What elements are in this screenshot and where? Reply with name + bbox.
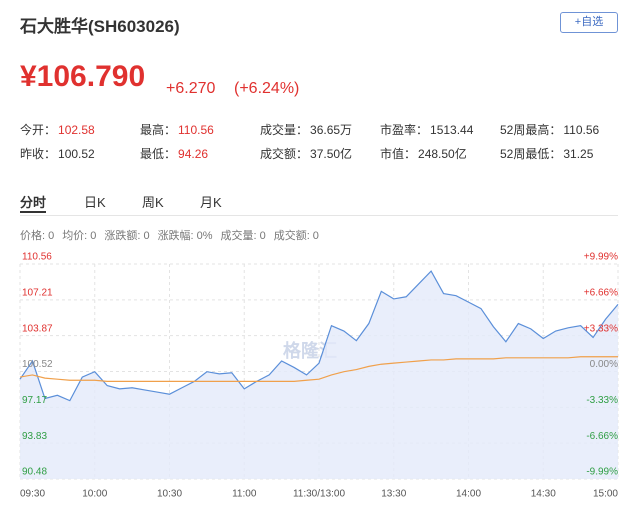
stat-value: 36.65万 [310, 123, 353, 137]
stat-label: 昨收： [20, 147, 57, 161]
y2-tick-label: 0.00% [590, 359, 618, 370]
stat-label: 成交额： [260, 147, 309, 161]
stat: 成交额： 37.50亿 [260, 145, 352, 162]
stat: 52周最低： 31.25 [500, 145, 593, 162]
price: ¥106.790 [20, 60, 146, 93]
stat-label: 市盈率： [380, 123, 429, 137]
stat: 今开： 102.58 [20, 121, 95, 138]
y-tick-label: 107.21 [22, 288, 53, 299]
y-tick-label: 103.87 [22, 323, 53, 334]
price-line [19, 356, 618, 382]
stat: 市盈率： 1513.44 [380, 121, 473, 138]
stat-value: 100.52 [58, 147, 95, 161]
stat-value: 31.25 [563, 147, 594, 161]
tab[interactable]: 分时 [20, 195, 47, 210]
tab[interactable]: 周K [142, 195, 164, 210]
y-tick-label: 90.48 [22, 467, 47, 478]
info-value: 0 [48, 230, 55, 242]
stat-value: 248.50亿 [418, 147, 467, 161]
tab[interactable]: 月K [200, 195, 222, 210]
stat-label: 最高： [140, 123, 177, 137]
info-label: 成交量: [220, 230, 257, 242]
stat: 成交量： 36.65万 [260, 121, 352, 138]
stat: 52周最高： 110.56 [500, 121, 599, 138]
x-tick-label: 11:00 [232, 489, 257, 500]
price-line [19, 270, 619, 402]
x-tick-label: 13:30 [381, 489, 406, 500]
watch-button[interactable]: +自选 [560, 12, 618, 33]
y-tick-label: 110.56 [22, 252, 52, 263]
stat-value: 1513.44 [430, 123, 474, 137]
info-label: 成交额: [273, 230, 310, 242]
x-tick-label: 15:00 [593, 489, 618, 500]
y-tick-label: 100.52 [22, 359, 53, 370]
info-row: 价格: 0 均价: 0 涨跌额: 0 涨跌幅: 0% 成交量: 0 成交额: 0 [20, 227, 327, 243]
y2-tick-label: -6.66% [586, 431, 618, 442]
change-pct: (+6.24%) [234, 80, 300, 97]
info-label: 价格: [20, 230, 46, 242]
stat-value: 37.50亿 [310, 147, 353, 161]
stat-value: 110.56 [178, 123, 214, 137]
y2-tick-label: +3.33% [584, 323, 618, 334]
stat-label: 52周最低： [500, 147, 562, 161]
info-value: 0 [143, 230, 150, 242]
y2-tick-label: -9.99% [586, 467, 618, 478]
info-label: 均价: [62, 230, 88, 242]
stat-label: 最低： [140, 147, 177, 161]
change: +6.270 [166, 80, 216, 97]
stat: 最高： 110.56 [140, 121, 214, 138]
info-value: 0 [90, 230, 97, 242]
info-value: 0% [196, 230, 213, 242]
stock-title: 石大胜华(SH603026) [20, 17, 180, 36]
stat-label: 市值： [380, 147, 417, 161]
x-tick-label: 14:30 [531, 489, 556, 500]
info-value: 0 [259, 230, 266, 242]
separator [20, 215, 618, 216]
stat-value: 94.26 [178, 147, 209, 161]
x-tick-label: 14:00 [456, 489, 481, 500]
y2-tick-label: -3.33% [586, 395, 618, 406]
stat-value: 102.58 [58, 123, 95, 137]
tab-underline [20, 211, 46, 213]
stat-label: 今开： [20, 123, 57, 137]
info-label: 涨跌幅: [157, 230, 194, 242]
info-value: 0 [312, 230, 319, 242]
stat-label: 52周最高： [500, 123, 562, 137]
x-tick-label: 11:30/13:00 [293, 489, 346, 500]
stat-value: 110.56 [563, 123, 600, 137]
stat: 市值： 248.50亿 [380, 145, 467, 162]
stat: 最低： 94.26 [140, 145, 208, 162]
y-tick-label: 93.83 [22, 431, 47, 442]
x-tick-label: 10:30 [157, 489, 182, 500]
stat: 昨收： 100.52 [20, 145, 95, 162]
y2-tick-label: +9.99% [584, 252, 618, 263]
y2-tick-label: +6.66% [584, 287, 618, 298]
x-tick-label: 09:30 [20, 489, 45, 500]
tab[interactable]: 日K [84, 195, 106, 210]
x-tick-label: 10:00 [82, 489, 107, 500]
info-label: 涨跌额: [104, 230, 141, 242]
area-fill [20, 271, 618, 479]
stat-label: 成交量： [260, 123, 309, 137]
y-tick-label: 97.17 [22, 395, 47, 406]
